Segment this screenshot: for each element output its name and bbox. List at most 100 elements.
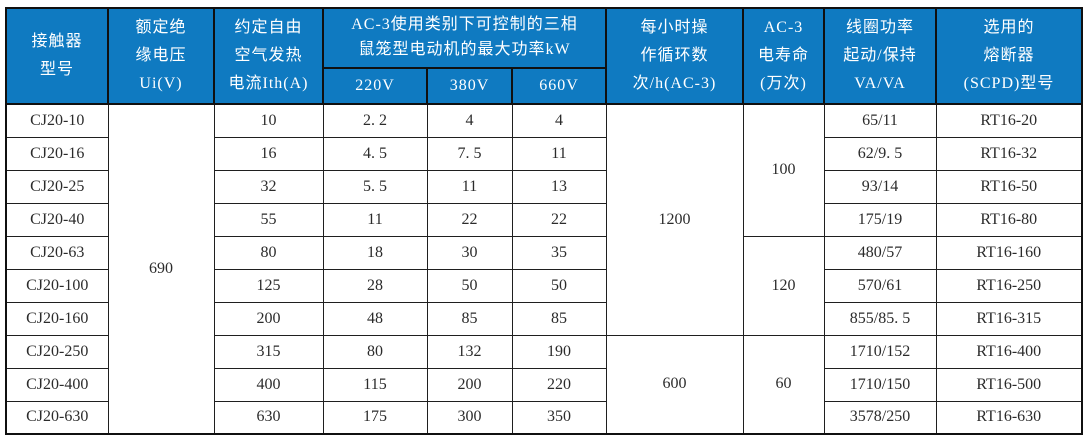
cell-p380: 7. 5	[426, 136, 513, 171]
cell-model: CJ20-400	[5, 367, 109, 402]
header-thermal-current: 约定自由 空气发热 电流Ith(A)	[213, 7, 324, 105]
table-row: CJ20-400 400 115 200 220 1710/150 RT16-5…	[5, 367, 1083, 402]
cell-fuse: RT16-630	[935, 400, 1083, 435]
table-row: CJ20-16 16 4. 5 7. 5 11 62/9. 5 RT16-32	[5, 136, 1083, 171]
cell-model: CJ20-40	[5, 202, 109, 237]
cell-p220: 115	[322, 367, 428, 402]
cell-ith: 55	[213, 202, 324, 237]
table-row: CJ20-630 630 175 300 350 3578/250 RT16-6…	[5, 400, 1083, 435]
cell-coil: 570/61	[823, 268, 937, 303]
cell-p220: 2. 2	[322, 103, 428, 138]
cell-p660: 11	[511, 136, 607, 171]
cell-p380: 300	[426, 400, 513, 435]
cell-p380: 4	[426, 103, 513, 138]
cell-coil: 480/57	[823, 235, 937, 270]
cell-fuse: RT16-500	[935, 367, 1083, 402]
table-row: CJ20-100 125 28 50 50 570/61 RT16-250	[5, 268, 1083, 303]
cell-ith: 32	[213, 169, 324, 204]
contactor-spec-table: 接触器 型号 额定绝 缘电压 Ui(V) 约定自由 空气发热 电流Ith(A) …	[5, 7, 1083, 435]
cell-coil: 93/14	[823, 169, 937, 204]
cell-coil: 1710/150	[823, 367, 937, 402]
cell-p660: 13	[511, 169, 607, 204]
cell-model: CJ20-630	[5, 400, 109, 435]
cell-fuse: RT16-400	[935, 334, 1083, 369]
header-electrical-life: AC-3 电寿命 (万次)	[742, 7, 825, 105]
cell-p220: 18	[322, 235, 428, 270]
cell-p380: 85	[426, 301, 513, 336]
header-model: 接触器 型号	[5, 7, 109, 105]
header-ac3-max-power: AC-3使用类别下可控制的三相 鼠笼型电动机的最大功率kW	[322, 7, 607, 69]
cell-p220: 175	[322, 400, 428, 435]
cell-p660: 350	[511, 400, 607, 435]
cell-ith: 125	[213, 268, 324, 303]
cell-ui-690: 690	[107, 103, 215, 435]
cell-coil: 3578/250	[823, 400, 937, 435]
cell-p660: 4	[511, 103, 607, 138]
header-coil-power: 线圈功率 起动/保持 VA/VA	[823, 7, 937, 105]
table-header: 接触器 型号 额定绝 缘电压 Ui(V) 约定自由 空气发热 电流Ith(A) …	[5, 7, 1083, 105]
cell-model: CJ20-100	[5, 268, 109, 303]
cell-ith: 200	[213, 301, 324, 336]
cell-cycles-600: 600	[605, 334, 744, 435]
cell-p220: 4. 5	[322, 136, 428, 171]
header-insulation-voltage: 额定绝 缘电压 Ui(V)	[107, 7, 215, 105]
cell-p380: 22	[426, 202, 513, 237]
cell-p220: 5. 5	[322, 169, 428, 204]
cell-life-60: 60	[742, 334, 825, 435]
cell-p660: 50	[511, 268, 607, 303]
cell-ith: 400	[213, 367, 324, 402]
cell-p660: 35	[511, 235, 607, 270]
cell-p660: 22	[511, 202, 607, 237]
cell-p220: 48	[322, 301, 428, 336]
cell-p660: 85	[511, 301, 607, 336]
cell-model: CJ20-10	[5, 103, 109, 138]
table-row: CJ20-25 32 5. 5 11 13 93/14 RT16-50	[5, 169, 1083, 204]
header-220v: 220V	[322, 67, 428, 105]
cell-model: CJ20-16	[5, 136, 109, 171]
cell-p660: 190	[511, 334, 607, 369]
cell-ith: 315	[213, 334, 324, 369]
cell-model: CJ20-25	[5, 169, 109, 204]
cell-ith: 80	[213, 235, 324, 270]
cell-model: CJ20-63	[5, 235, 109, 270]
cell-p220: 11	[322, 202, 428, 237]
cell-cycles-1200: 1200	[605, 103, 744, 336]
table-row: CJ20-63 80 18 30 35 120 480/57 RT16-160	[5, 235, 1083, 336]
cell-p380: 50	[426, 268, 513, 303]
cell-ith: 630	[213, 400, 324, 435]
cell-fuse: RT16-250	[935, 268, 1083, 303]
table-row: CJ20-40 55 11 22 22 175/19 RT16-80	[5, 202, 1083, 237]
table-row: CJ20-250 315 80 132 190 600 60 1710/152 …	[5, 334, 1083, 435]
cell-coil: 62/9. 5	[823, 136, 937, 171]
table-body: CJ20-10 690 10 2. 2 4 4 1200 100 65/11 R…	[5, 103, 1083, 435]
cell-model: CJ20-160	[5, 301, 109, 336]
cell-coil: 65/11	[823, 103, 937, 138]
cell-life-100: 100	[742, 103, 825, 237]
table-row: CJ20-160 200 48 85 85 855/85. 5 RT16-315	[5, 301, 1083, 336]
header-380v: 380V	[426, 67, 513, 105]
cell-p380: 200	[426, 367, 513, 402]
cell-coil: 1710/152	[823, 334, 937, 369]
table-row: CJ20-10 690 10 2. 2 4 4 1200 100 65/11 R…	[5, 103, 1083, 435]
cell-coil: 175/19	[823, 202, 937, 237]
cell-fuse: RT16-315	[935, 301, 1083, 336]
cell-ith: 16	[213, 136, 324, 171]
cell-fuse: RT16-160	[935, 235, 1083, 270]
header-cycles-per-hour: 每小时操 作循环数 次/h(AC-3)	[605, 7, 744, 105]
cell-life-120: 120	[742, 235, 825, 336]
cell-model: CJ20-250	[5, 334, 109, 369]
cell-fuse: RT16-32	[935, 136, 1083, 171]
cell-p380: 11	[426, 169, 513, 204]
cell-p380: 132	[426, 334, 513, 369]
cell-p660: 220	[511, 367, 607, 402]
cell-ith: 10	[213, 103, 324, 138]
cell-p220: 28	[322, 268, 428, 303]
header-fuse: 选用的 熔断器 (SCPD)型号	[935, 7, 1083, 105]
cell-fuse: RT16-20	[935, 103, 1083, 138]
cell-fuse: RT16-80	[935, 202, 1083, 237]
cell-coil: 855/85. 5	[823, 301, 937, 336]
cell-p220: 80	[322, 334, 428, 369]
cell-fuse: RT16-50	[935, 169, 1083, 204]
cell-p380: 30	[426, 235, 513, 270]
